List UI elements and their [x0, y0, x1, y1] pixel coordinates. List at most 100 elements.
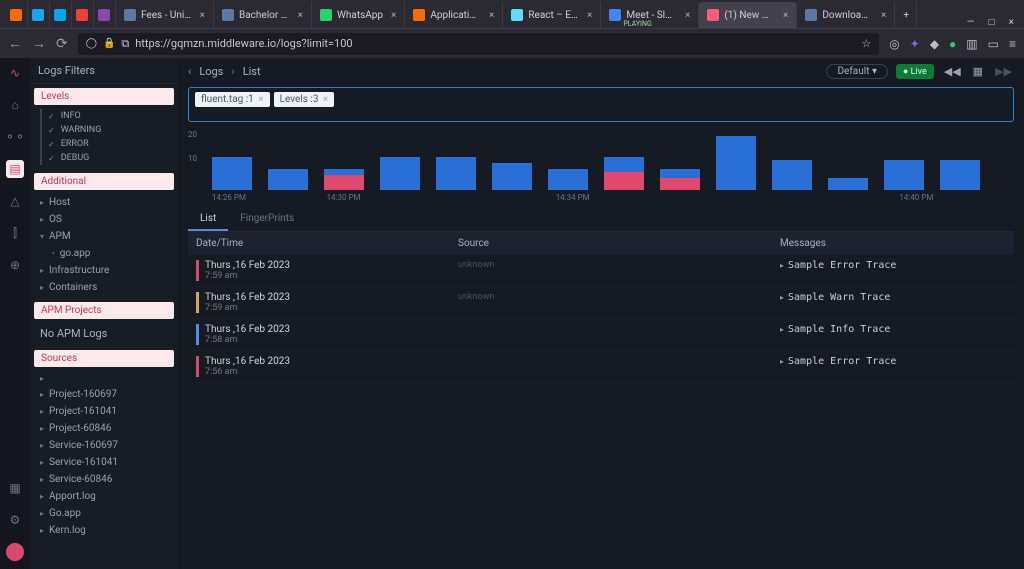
source-item[interactable]: ▸Go.app — [34, 505, 174, 522]
browser-tab[interactable]: Application error: a× — [405, 2, 503, 28]
ext-icon[interactable]: ● — [949, 37, 956, 51]
source-item[interactable]: ▸Kern.log — [34, 522, 174, 539]
close-icon[interactable]: × — [298, 10, 303, 21]
filter-chip[interactable]: fluent.tag :1 × — [195, 92, 270, 107]
breadcrumb[interactable]: Logs — [199, 65, 223, 78]
source-item[interactable]: ▸Project-60846 — [34, 420, 174, 437]
filter-subitem[interactable]: •go.app — [34, 245, 174, 262]
ext-icon[interactable]: ▥ — [966, 37, 977, 51]
layout-dropdown[interactable]: Default ▾ — [826, 64, 888, 79]
new-tab-button[interactable]: + — [895, 2, 917, 28]
source-item[interactable]: ▸Service-160697 — [34, 437, 174, 454]
bookmark-icon[interactable]: ☆ — [861, 37, 871, 50]
remove-icon[interactable]: × — [323, 94, 328, 105]
rail-alerts[interactable]: △ — [6, 192, 24, 210]
window-control[interactable]: × — [1009, 17, 1014, 28]
ext-icon[interactable]: ◎ — [889, 37, 899, 51]
close-icon[interactable]: × — [587, 10, 592, 21]
close-icon[interactable]: × — [200, 10, 205, 21]
browser-tab[interactable]: React – Error Deco× — [503, 2, 601, 28]
view-tab[interactable]: FingerPrints — [228, 208, 306, 231]
caret-icon: ▸ — [40, 424, 44, 433]
rail-home[interactable]: ⌂ — [6, 96, 24, 114]
filter-item[interactable]: ▸Host — [34, 194, 174, 211]
rail-apm[interactable]: ⊕ — [6, 256, 24, 274]
logs-chart: 2010 14:26 PM14:30 PM14:34 PM14:40 PM — [188, 130, 1014, 202]
view-tab[interactable]: List — [188, 208, 228, 231]
level-filter[interactable]: ✓DEBUG — [40, 151, 174, 165]
level-filter[interactable]: ✓INFO — [40, 109, 174, 123]
close-icon[interactable]: × — [685, 10, 690, 21]
table-row[interactable]: Thurs ,16 Feb 20237:56 am▸Sample Error T… — [188, 351, 1014, 383]
source-item[interactable]: ▸Service-60846 — [34, 471, 174, 488]
check-icon: ✓ — [48, 126, 55, 135]
window-control[interactable]: □ — [989, 17, 995, 28]
back-button[interactable]: ‹ — [188, 65, 191, 78]
rewind-button[interactable]: ◀◀ — [942, 65, 963, 78]
forward-button[interactable]: ▶▶ — [993, 65, 1014, 78]
hamburger-icon[interactable]: ≡ — [1009, 37, 1016, 51]
favicon-icon — [98, 9, 110, 21]
table-row[interactable]: Thurs ,16 Feb 20237:58 am▸Sample Info Tr… — [188, 319, 1014, 351]
url-bar[interactable]: ◯ 🔒 ⧉ https://gqmzn.middleware.io/logs?l… — [78, 33, 880, 55]
col-source[interactable]: Source — [458, 238, 780, 249]
table-row[interactable]: Thurs ,16 Feb 20237:59 amunknown▸Sample … — [188, 287, 1014, 319]
avatar[interactable] — [6, 543, 24, 561]
source-item[interactable]: ▸Project-160697 — [34, 386, 174, 403]
rail-metrics[interactable]: ⫿ — [6, 224, 24, 242]
rail-grid[interactable]: ▦ — [6, 479, 24, 497]
filter-item[interactable]: ▸OS — [34, 211, 174, 228]
table-row[interactable]: Thurs ,16 Feb 20237:59 amunknown▸Sample … — [188, 255, 1014, 287]
source-item[interactable]: ▸Service-161041 — [34, 454, 174, 471]
close-icon[interactable]: × — [391, 10, 396, 21]
source-item[interactable]: ▸Project-161041 — [34, 403, 174, 420]
level-filter[interactable]: ✓WARNING — [40, 123, 174, 137]
browser-tab[interactable]: Fees - University of× — [116, 2, 214, 28]
ext-icon[interactable]: ✦ — [910, 37, 920, 51]
browser-tab[interactable]: Bachelor of Scienc× — [214, 2, 312, 28]
favicon-icon — [511, 9, 523, 21]
browser-tab[interactable] — [50, 2, 72, 28]
browser-tab[interactable]: Downloads - The G× — [797, 2, 895, 28]
rail-settings[interactable]: ⚙ — [6, 511, 24, 529]
nav-forward[interactable]: → — [32, 35, 46, 52]
browser-tab[interactable]: WhatsApp× — [312, 2, 405, 28]
filter-chip[interactable]: Levels :3 × — [274, 92, 335, 107]
chart-bar — [492, 130, 532, 190]
nav-back[interactable]: ← — [8, 35, 22, 52]
ext-icon[interactable]: ◆ — [930, 37, 939, 51]
browser-tab[interactable]: Meet - Slackbot DePLAYING× — [601, 2, 699, 28]
calendar-button[interactable]: ▦ — [971, 65, 985, 78]
live-indicator[interactable]: ● Live — [896, 64, 934, 79]
browser-tab[interactable] — [72, 2, 94, 28]
remove-icon[interactable]: × — [258, 94, 263, 105]
nav-reload[interactable]: ⟳ — [56, 36, 68, 52]
col-datetime[interactable]: Date/Time — [196, 238, 458, 249]
browser-tab[interactable] — [6, 2, 28, 28]
filter-item[interactable]: ▸ — [34, 371, 174, 386]
browser-tab[interactable] — [94, 2, 116, 28]
caret-icon: ▸ — [40, 390, 44, 399]
close-icon[interactable]: × — [489, 10, 494, 21]
filter-item[interactable]: ▸Infrastructure — [34, 262, 174, 279]
logo-icon: ∿ — [6, 64, 24, 82]
filter-bar[interactable]: fluent.tag :1 × Levels :3 × — [188, 87, 1014, 122]
favicon-icon — [222, 9, 234, 21]
browser-tab[interactable] — [28, 2, 50, 28]
filter-item[interactable]: ▾APM — [34, 228, 174, 245]
rail-logs[interactable]: ▤ — [6, 160, 24, 178]
filter-item[interactable]: ▸Containers — [34, 279, 174, 296]
source-item[interactable]: ▸Apport.log — [34, 488, 174, 505]
close-icon[interactable]: × — [783, 10, 788, 21]
rail-integrations[interactable]: ⚬⚬ — [6, 128, 24, 146]
caret-icon: ▸ — [40, 198, 44, 207]
expand-icon: ▸ — [780, 261, 784, 270]
ext-icon[interactable]: ▭ — [988, 37, 999, 51]
browser-tab[interactable]: (1) New Message!× — [699, 2, 797, 28]
chart-bar — [604, 130, 644, 190]
window-control[interactable]: — — [967, 17, 975, 28]
chart-bar — [324, 130, 364, 190]
level-filter[interactable]: ✓ERROR — [40, 137, 174, 151]
close-icon[interactable]: × — [881, 10, 886, 21]
col-messages[interactable]: Messages — [780, 238, 1006, 249]
